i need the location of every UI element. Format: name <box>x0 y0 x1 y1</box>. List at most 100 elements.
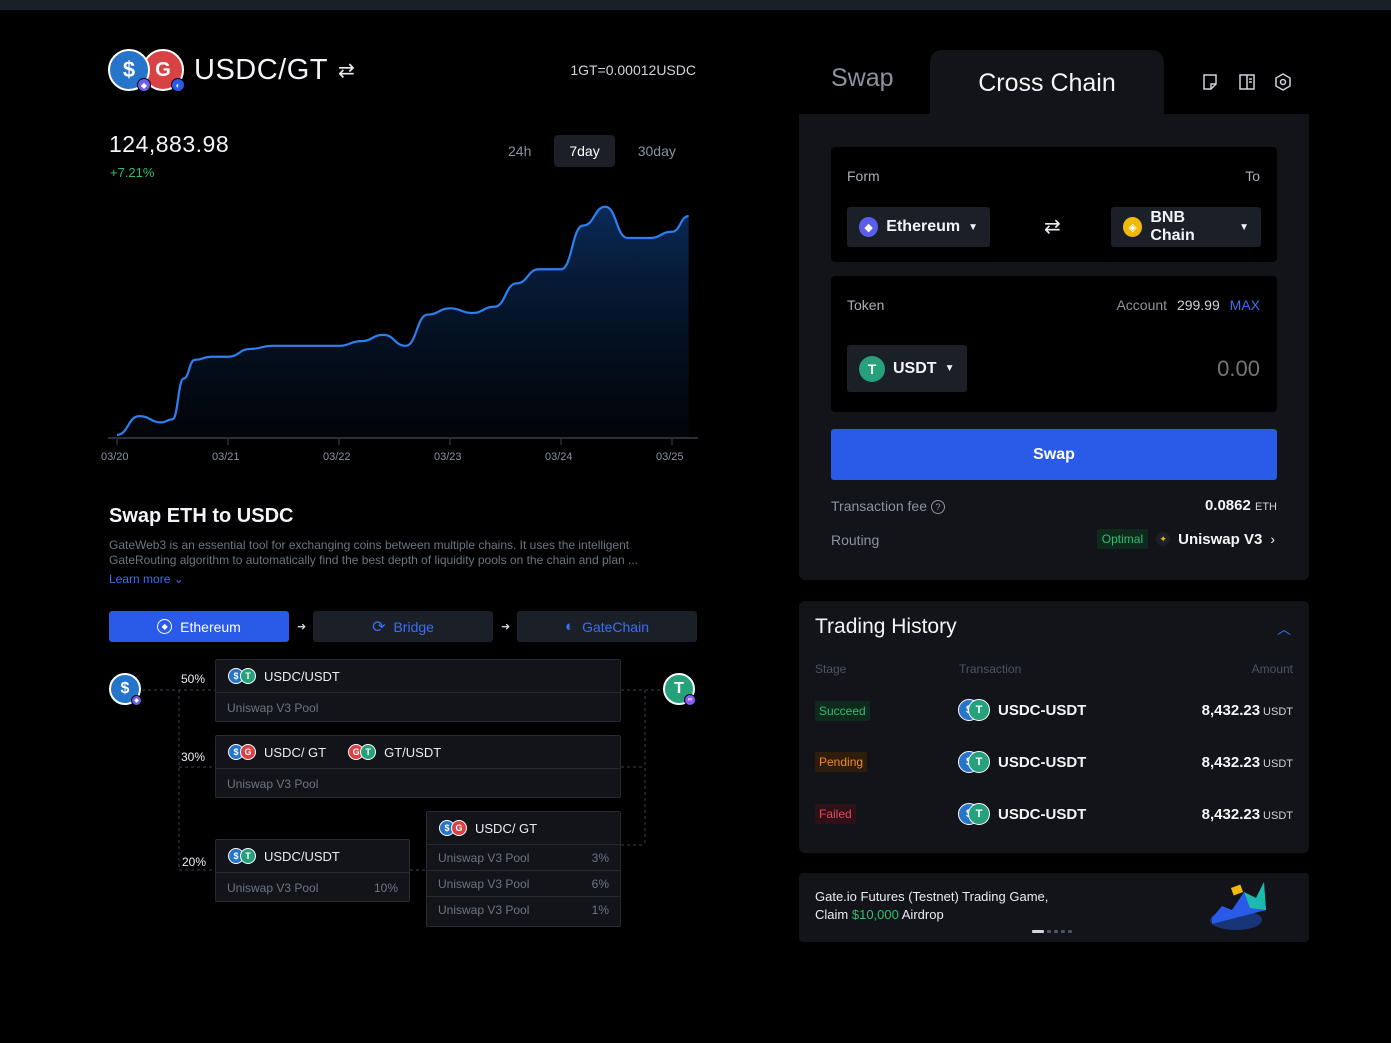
collapse-chevron-icon[interactable]: ︿ <box>1277 621 1291 637</box>
help-icon[interactable]: ? <box>930 500 945 515</box>
gatechain-icon: ◐ <box>565 618 575 635</box>
route-percent-20: 20% <box>182 855 207 869</box>
tab-30day[interactable]: 30day <box>637 143 676 159</box>
learn-more-link[interactable]: Learn more ⌄ <box>109 572 184 586</box>
account-balance: Account 299.99 MAX <box>1060 297 1260 313</box>
promo-text: Gate.io Futures (Testnet) Trading Game, … <box>815 888 1048 924</box>
amount-value: 8,432.23 <box>1201 806 1261 823</box>
timeframe-tabs: 24h 7day 30day <box>493 135 691 167</box>
pool-percent: 3% <box>591 850 609 865</box>
carousel-dot[interactable] <box>1032 930 1044 933</box>
chart-tick-label: 03/22 <box>323 451 351 463</box>
usdc-usdt-pair-icon: $T <box>958 699 990 721</box>
optimal-badge: Optimal <box>1096 529 1149 549</box>
pool-percent: 1% <box>591 902 609 917</box>
col-transaction: Transaction <box>959 662 1022 676</box>
fee-amount: 0.0862 ETH <box>1205 497 1277 514</box>
swap-direction-icon[interactable]: ⇄ <box>338 59 355 82</box>
row-amount: 8,432.23 USDT <box>1202 806 1293 823</box>
route-step-ethereum[interactable]: ◆ Ethereum <box>109 611 289 642</box>
pool-name: Uniswap V3 Pool <box>227 700 319 715</box>
usdc-gt-pair-icon: $ G <box>439 820 467 836</box>
tx-label: USDC-USDT <box>998 753 1087 771</box>
learn-more-label: Learn more <box>109 572 171 586</box>
gatechain-badge-icon: ◐ <box>171 78 185 92</box>
caret-down-icon: ▼ <box>1239 221 1249 233</box>
chart-line <box>116 205 689 436</box>
max-button[interactable]: MAX <box>1229 297 1260 313</box>
usdc-usdt-pair-icon: $T <box>958 751 990 773</box>
table-row-tx[interactable]: $T USDC-USDT <box>958 699 1086 721</box>
ethereum-icon: ◆ <box>859 217 879 237</box>
pool-route-2[interactable]: $ G USDC/ GT G T GT/USDT Uniswap V3 Pool <box>215 735 621 798</box>
usdc-usdt-pair-icon: $T <box>228 668 256 684</box>
refresh-icon: ⟳ <box>372 618 386 636</box>
route-percent-50: 50% <box>181 672 206 686</box>
col-amount: Amount <box>1251 662 1293 676</box>
switch-chains-icon[interactable]: ⇄ <box>1044 216 1061 238</box>
pool-name: Uniswap V3 Pool <box>438 902 530 917</box>
pool-route-1[interactable]: $ T USDC/USDT Uniswap V3 Pool <box>215 659 621 722</box>
usdt-icon: T <box>859 355 885 382</box>
amount-value: 8,432.23 <box>1201 702 1261 719</box>
carousel-dot[interactable] <box>1061 930 1065 933</box>
table-row-tx[interactable]: $T USDC-USDT <box>958 751 1086 773</box>
routing-select[interactable]: Optimal ✦ Uniswap V3 › <box>1096 529 1275 549</box>
carousel-dot[interactable] <box>1054 930 1058 933</box>
tx-label: USDC-USDT <box>998 701 1087 719</box>
settings-icon[interactable] <box>1273 72 1293 92</box>
table-row-tx[interactable]: $T USDC-USDT <box>958 803 1086 825</box>
tab-7day[interactable]: 7day <box>554 135 615 167</box>
carousel-dot[interactable] <box>1068 930 1072 933</box>
token-select-label: USDT <box>893 359 937 377</box>
tab-swap[interactable]: Swap <box>831 64 894 92</box>
eth-badge-icon: ◆ <box>131 695 142 706</box>
arrow-right-icon: ➜ <box>501 621 511 633</box>
chevron-right-icon: › <box>1270 531 1275 547</box>
pool-route-3[interactable]: $ T USDC/USDT Uniswap V3 Pool 10% <box>215 839 410 902</box>
uniswap-icon: ✦ <box>1156 532 1171 546</box>
col-stage: Stage <box>815 662 847 676</box>
top-bar <box>0 0 1391 10</box>
route-step-gatechain[interactable]: ◐ GateChain <box>517 611 697 642</box>
from-label: Form <box>847 168 880 184</box>
swap-button[interactable]: Swap <box>831 429 1277 480</box>
trading-history-card <box>799 601 1309 853</box>
tab-24h[interactable]: 24h <box>508 143 532 159</box>
notes-icon[interactable] <box>1200 72 1220 92</box>
route-step-bridge[interactable]: ⟳ Bridge <box>313 611 493 642</box>
chart-tick-label: 03/24 <box>545 451 573 463</box>
chart-tick-label: 03/20 <box>101 451 129 463</box>
token-select[interactable]: T USDT ▼ <box>847 345 967 392</box>
from-chain-select[interactable]: ◆ Ethereum ▼ <box>847 207 990 247</box>
chart-ticks <box>116 438 673 445</box>
caret-down-icon: ▼ <box>944 363 955 374</box>
amount-input[interactable] <box>1060 352 1260 386</box>
pool-percent: 10% <box>373 880 398 895</box>
price-chart <box>108 205 698 445</box>
pool-route-4[interactable]: $ G USDC/ GT Uniswap V3 Pool 3% Uniswap V3 … <box>426 811 621 927</box>
from-chain-label: Ethereum <box>886 218 961 235</box>
status-badge: Pending <box>815 752 868 772</box>
pair-title: USDC/GT <box>194 53 328 86</box>
to-chain-select[interactable]: ◈ BNB Chain ▼ <box>1111 207 1261 247</box>
account-value: 299.99 <box>1176 297 1220 313</box>
arrow-right-icon: ➜ <box>297 621 307 633</box>
usdc-icon: $ ◆ <box>108 49 151 92</box>
source-usdc-icon: $ ◆ <box>109 673 142 706</box>
to-label: To <box>1245 168 1260 184</box>
route-step-gatechain-label: GateChain <box>582 618 649 635</box>
routing-label: Routing <box>831 532 880 548</box>
chart-area <box>117 206 689 438</box>
tab-cross-chain[interactable]: Cross Chain <box>930 50 1164 116</box>
book-icon[interactable] <box>1237 72 1257 92</box>
token-label: Token <box>847 297 885 313</box>
price-value: 124,883.98 <box>109 131 230 157</box>
promo-chart-illustration-icon <box>1210 882 1266 930</box>
amount-value: 8,432.23 <box>1201 754 1261 771</box>
carousel-dot[interactable] <box>1047 930 1051 933</box>
section-description: GateWeb3 is an essential tool for exchan… <box>109 538 638 567</box>
usdc-usdt-pair-icon: $T <box>228 848 256 864</box>
promo-claim: Claim <box>815 907 849 922</box>
